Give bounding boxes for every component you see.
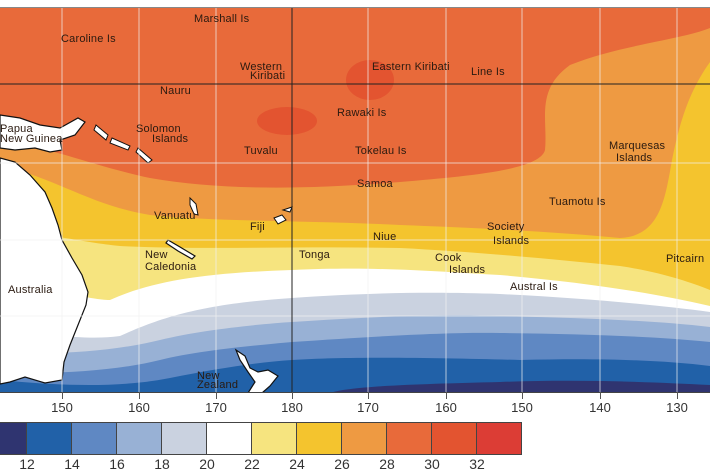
land-fiji	[273, 206, 293, 225]
place-label-solomon-1: Solomon	[136, 123, 181, 135]
place-label-vanuatu: Vanuatu	[154, 210, 196, 222]
legend-bin-above-32	[477, 422, 522, 455]
land-new-zealand	[234, 348, 279, 393]
place-label-pitcairn: Pitcairn	[666, 253, 705, 265]
legend-bin-below-12	[0, 422, 27, 455]
place-label-society-1: Society	[487, 221, 525, 233]
place-label-austral: Austral Is	[510, 281, 558, 293]
longitude-tick	[600, 392, 601, 399]
place-label-tuvalu: Tuvalu	[244, 145, 278, 157]
place-label-solomon-2: Islands	[152, 133, 189, 145]
longitude-label: 170	[357, 400, 379, 415]
place-label-marshall: Marshall Is	[194, 13, 250, 25]
longitude-tick	[139, 392, 140, 399]
place-label-eastern-kiribati: Eastern Kiribati	[372, 61, 450, 73]
band-below-12	[330, 380, 710, 393]
longitude-tick	[677, 392, 678, 399]
place-label-fiji: Fiji	[250, 221, 265, 233]
legend-bin-20-22	[207, 422, 252, 455]
place-label-png-2: New Guinea	[0, 133, 63, 145]
legend-tick-label: 28	[379, 456, 395, 472]
longitude-tick	[62, 392, 63, 399]
place-label-samoa: Samoa	[357, 178, 393, 190]
legend-bin-24-26	[297, 422, 342, 455]
place-label-new-caledonia-1: New	[145, 249, 168, 261]
place-label-marquesas-2: Islands	[616, 152, 653, 164]
band-30-32-patch	[346, 60, 394, 100]
legend-bin-26-28	[342, 422, 387, 455]
place-label-caroline: Caroline Is	[61, 33, 116, 45]
longitude-tick	[292, 392, 293, 399]
legend-tick-label: 12	[19, 456, 35, 472]
place-label-cook-2: Islands	[449, 264, 486, 276]
land-new-caledonia	[165, 239, 196, 260]
legend-bin-18-20	[162, 422, 207, 455]
land-papua-new-guinea	[0, 114, 86, 153]
legend-bin-28-30	[387, 422, 432, 455]
longitude-label: 150	[511, 400, 533, 415]
longitude-label: 140	[589, 400, 611, 415]
place-label-cook-1: Cook	[435, 252, 462, 264]
longitude-label: 170	[205, 400, 227, 415]
longitude-label: 130	[666, 400, 688, 415]
legend-tick-label: 26	[334, 456, 350, 472]
legend-bin-16-18	[117, 422, 162, 455]
place-label-tuamotu: Tuamotu Is	[549, 196, 606, 208]
place-label-rawaki: Rawaki Is	[337, 107, 387, 119]
longitude-tick	[522, 392, 523, 399]
land-vanuatu	[189, 196, 199, 216]
color-legend	[0, 422, 522, 455]
longitude-label: 150	[51, 400, 73, 415]
legend-tick-label: 16	[109, 456, 125, 472]
legend-tick-label: 24	[289, 456, 305, 472]
legend-tick-label: 30	[424, 456, 440, 472]
legend-tick-label: 14	[64, 456, 80, 472]
sst-map	[0, 7, 710, 393]
place-label-tonga: Tonga	[299, 249, 330, 261]
longitude-label: 160	[128, 400, 150, 415]
legend-bin-22-24	[252, 422, 297, 455]
longitude-label: 160	[435, 400, 457, 415]
place-label-line: Line Is	[471, 66, 505, 78]
land-australia	[0, 157, 89, 385]
legend-bin-14-16	[72, 422, 117, 455]
graticule	[0, 7, 710, 393]
place-label-tokelau: Tokelau Is	[355, 145, 407, 157]
longitude-tick	[216, 392, 217, 399]
place-label-nz-1: New	[197, 370, 220, 382]
legend-tick-label: 20	[199, 456, 215, 472]
place-label-western-kiribati-1: Western	[240, 61, 283, 73]
legend-tick-label: 22	[244, 456, 260, 472]
place-label-australia: Australia	[8, 284, 53, 296]
legend-bin-30-32	[432, 422, 477, 455]
longitude-label: 180	[281, 400, 303, 415]
legend-bin-12-14	[27, 422, 72, 455]
place-label-new-caledonia-2: Caledonia	[145, 261, 197, 273]
legend-tick-label: 18	[154, 456, 170, 472]
place-label-nauru: Nauru	[160, 85, 191, 97]
legend-tick-label: 32	[469, 456, 485, 472]
place-label-niue: Niue	[373, 231, 397, 243]
place-label-western-kiribati-2: Kiribati	[250, 70, 286, 82]
place-label-nz-2: Zealand	[197, 379, 239, 391]
longitude-tick	[446, 392, 447, 399]
place-label-society-2: Islands	[493, 235, 530, 247]
longitude-tick	[368, 392, 369, 399]
place-label-marquesas-1: Marquesas	[609, 140, 666, 152]
band-30-32-patch	[257, 107, 317, 135]
place-label-png-1: Papua	[0, 123, 33, 135]
